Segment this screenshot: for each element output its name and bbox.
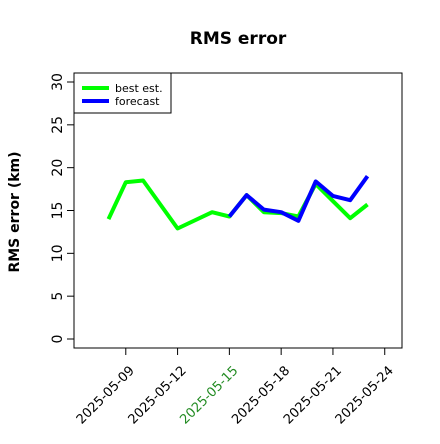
x-axis: 2025-05-092025-05-122025-05-152025-05-18… <box>74 348 397 427</box>
y-tick-label: 30 <box>50 73 66 91</box>
legend-label-best-est: best est. <box>115 82 163 95</box>
series-layer <box>106 175 370 231</box>
y-tick-label: 25 <box>50 116 66 134</box>
y-axis: 0 5 10 15 20 25 30 <box>50 73 74 343</box>
y-tick-label: 0 <box>50 335 66 344</box>
y-axis-label: RMS error (km) <box>7 151 23 272</box>
chart-title: RMS error <box>190 29 287 49</box>
y-tick-label: 15 <box>50 202 66 220</box>
y-tick-label: 10 <box>50 244 66 262</box>
legend-label-forecast: forecast <box>115 95 160 108</box>
legend-box <box>73 72 172 114</box>
legend: best est. forecast <box>73 72 172 114</box>
series-line-forecast <box>227 175 370 223</box>
y-tick-label: 20 <box>50 159 66 177</box>
plot-frame <box>73 72 403 349</box>
y-tick-label: 5 <box>50 292 66 301</box>
